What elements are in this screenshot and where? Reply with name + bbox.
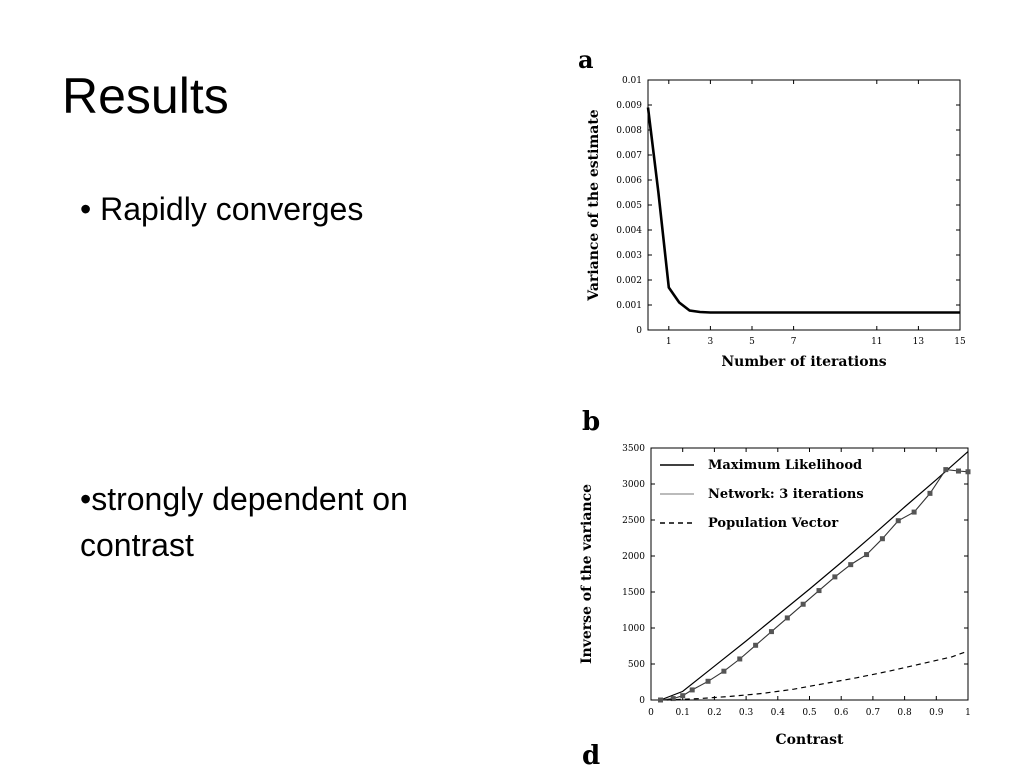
network-3-iterations-point — [721, 668, 727, 674]
legend-label: Population Vector — [708, 516, 838, 531]
x-tick-label: 0.6 — [834, 708, 849, 718]
figure-svg: a b d 0 0.001 0.002 0.003 0.004 0.005 0.006 0.0… — [578, 45, 971, 768]
network-3-iterations-point — [911, 509, 917, 515]
x-tick-label: 0.5 — [802, 708, 817, 718]
population-vector-line — [666, 650, 969, 701]
legend-label: Network: 3 iterations — [708, 487, 864, 502]
x-axis-label: Number of iterations — [721, 354, 886, 370]
network-3-iterations-point — [768, 629, 774, 635]
network-3-iterations-point — [737, 656, 743, 662]
y-tick-label: 2000 — [622, 552, 645, 562]
plot-frame — [650, 447, 969, 701]
y-tick-label: 0 — [636, 326, 642, 336]
x-tick-label: 15 — [954, 337, 966, 347]
maximum-likelihood-line — [660, 451, 969, 701]
y-tick-label: 0.004 — [616, 226, 642, 236]
x-tick-label: 0 — [648, 708, 654, 718]
y-tick-label: 0.003 — [616, 251, 642, 261]
legend-label: Maximum Likelihood — [708, 458, 862, 473]
chart-a: 0 0.001 0.002 0.003 0.004 0.005 0.006 0.007 0.00… — [586, 76, 966, 370]
network-3-iterations-point — [816, 588, 822, 594]
x-tick-label: 0.4 — [771, 708, 786, 718]
network-3-iterations-line — [660, 469, 969, 701]
y-tick-label: 0.009 — [616, 101, 642, 111]
bullet-rapidly-converges: • Rapidly converges — [80, 191, 364, 227]
bullet-contrast-dependence: •strongly dependent on contrast — [80, 481, 408, 563]
panel-letter-d: d — [582, 741, 600, 768]
chart-b: 0 500 1000 1500 2000 2500 3000 3500 0 0.1 0.2 0.3 0.… — [579, 444, 971, 748]
y-tick-label: 0.008 — [616, 126, 642, 136]
network-3-iterations-point — [705, 678, 711, 684]
x-tick-label: 1 — [965, 708, 971, 718]
x-tick-label: 0.7 — [866, 708, 881, 718]
series-line — [646, 107, 960, 314]
network-3-iterations-point — [848, 562, 854, 568]
y-axis-label: Variance of the estimate — [586, 109, 602, 301]
y-tick-label: 3000 — [622, 480, 645, 490]
y-tick-label: 0.006 — [616, 176, 642, 186]
x-tick-label: 5 — [749, 337, 755, 347]
y-tick-label: 1500 — [622, 588, 645, 598]
figure-panel: a b d 0 0.001 0.002 0.003 0.004 0.005 0.006 0.0… — [570, 0, 1024, 768]
network-3-iterations-point — [879, 536, 885, 542]
network-3-iterations-point — [895, 518, 901, 524]
network-3-iterations-point — [864, 552, 870, 558]
network-3-iterations-point — [753, 642, 759, 648]
x-tick-label: 13 — [913, 337, 925, 347]
y-tick-label: 3500 — [622, 444, 645, 454]
y-tick-label: 1000 — [622, 624, 645, 634]
y-tick-label: 0.001 — [616, 301, 642, 311]
x-tick-label: 0.2 — [707, 708, 721, 718]
panel-letter-a: a — [578, 45, 594, 74]
y-tick-label: 2500 — [622, 516, 645, 526]
x-tick-label: 11 — [871, 337, 882, 347]
x-tick-label: 1 — [666, 337, 672, 347]
plot-frame — [647, 79, 961, 331]
slide-title: Results — [62, 68, 229, 124]
y-tick-label: 0.007 — [616, 151, 642, 161]
x-tick-label: 0.3 — [739, 708, 754, 718]
network-3-iterations-point — [832, 574, 838, 580]
network-3-iterations-point — [670, 696, 676, 702]
x-tick-label: 0.8 — [897, 708, 912, 718]
network-3-iterations-point — [800, 601, 806, 607]
network-3-iterations-point — [955, 468, 961, 474]
network-3-iterations-point — [680, 693, 686, 699]
y-tick-label: 0.002 — [616, 276, 642, 286]
y-tick-label: 500 — [628, 660, 645, 670]
network-3-iterations-point — [927, 490, 933, 496]
network-3-iterations-point — [784, 615, 790, 621]
y-tick-label: 0 — [639, 696, 645, 706]
network-3-iterations-point — [689, 687, 695, 693]
network-3-iterations-point — [943, 467, 949, 473]
network-3-iterations-point — [965, 469, 971, 475]
x-axis-label: Contrast — [776, 732, 844, 748]
x-tick-label: 7 — [791, 337, 797, 347]
panel-letter-b: b — [582, 407, 600, 437]
y-tick-label: 0.01 — [622, 76, 642, 86]
y-tick-label: 0.005 — [616, 201, 642, 211]
x-tick-label: 0.1 — [676, 708, 690, 718]
x-tick-label: 0.9 — [929, 708, 944, 718]
y-axis-label: Inverse of the variance — [579, 484, 595, 664]
network-3-iterations-point — [658, 697, 664, 703]
x-tick-label: 3 — [708, 337, 714, 347]
